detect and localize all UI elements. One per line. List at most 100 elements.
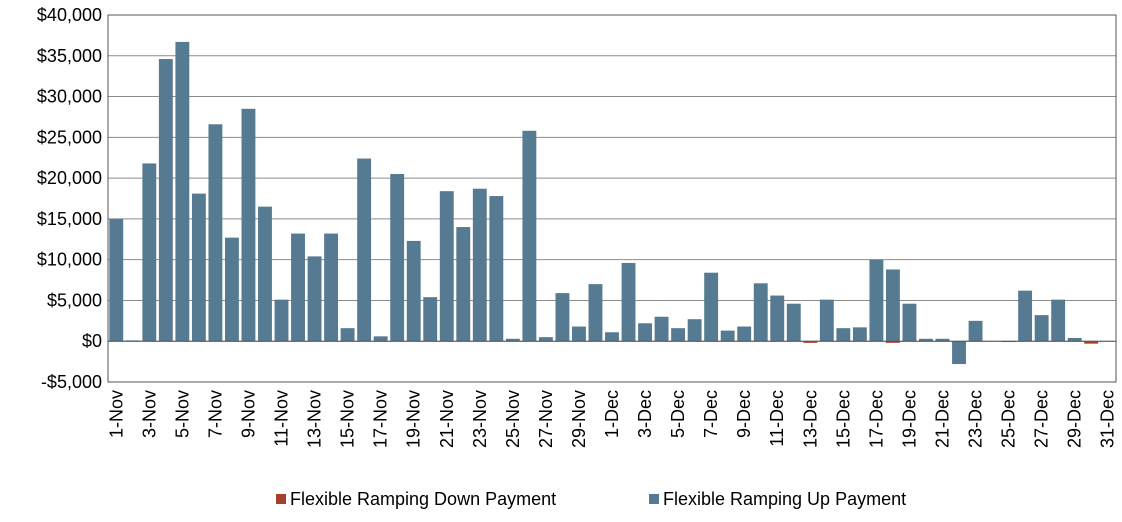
bar [786, 303, 801, 342]
bar [605, 332, 619, 342]
x-tick-label: 7-Nov [205, 390, 225, 438]
x-tick-label: 25-Nov [503, 390, 523, 448]
x-tick-label: 17-Dec [866, 390, 886, 448]
x-tick-label: 5-Nov [172, 390, 192, 438]
x-tick-label: 31-Dec [1098, 390, 1118, 448]
x-tick-label: 3-Nov [139, 390, 159, 438]
bar [489, 196, 504, 342]
x-tick-label: 13-Nov [305, 390, 325, 448]
bar [109, 218, 124, 342]
bar [472, 188, 487, 342]
x-tick-label: 1-Nov [106, 390, 126, 438]
bar [1084, 341, 1099, 344]
bar [737, 326, 752, 342]
bar [505, 338, 520, 342]
bar [935, 338, 950, 342]
bar [373, 336, 388, 342]
bar [224, 237, 239, 342]
x-tick-label: 19-Dec [899, 390, 919, 448]
x-tick-label: 15-Nov [338, 390, 358, 448]
x-tick-label: 19-Nov [404, 390, 424, 448]
bar [208, 124, 223, 342]
bar [704, 272, 719, 342]
bar [142, 163, 157, 342]
bar [340, 328, 355, 342]
y-tick-label: -$5,000 [41, 372, 102, 392]
bar [357, 158, 372, 342]
x-tick-label: 29-Dec [1065, 390, 1085, 448]
y-tick-label: $30,000 [37, 87, 102, 107]
legend-label: Flexible Ramping Down Payment [290, 489, 556, 509]
bar [555, 293, 570, 342]
bar [241, 108, 256, 342]
bar [902, 303, 917, 342]
bar [687, 319, 702, 342]
y-tick-label: $25,000 [37, 127, 102, 147]
bar [885, 341, 900, 343]
plot-border [107, 14, 1117, 383]
legend-swatch [649, 494, 659, 504]
x-tick-label: 15-Dec [833, 390, 853, 448]
bar [456, 227, 471, 342]
bar [819, 299, 834, 342]
bar [588, 284, 603, 342]
bar [654, 316, 669, 342]
bar [968, 320, 983, 342]
bar [753, 283, 768, 342]
x-tick-label: 23-Dec [966, 390, 986, 448]
bar [191, 193, 206, 342]
x-tick-label: 7-Dec [701, 390, 721, 438]
bar [803, 341, 818, 343]
bar [869, 259, 884, 342]
bar [885, 269, 900, 342]
bar [1051, 299, 1066, 342]
bar [538, 337, 553, 342]
x-tick-label: 21-Dec [932, 390, 952, 448]
y-tick-label: $40,000 [37, 5, 102, 25]
bar [423, 297, 438, 342]
y-tick-label: $10,000 [37, 250, 102, 270]
bar [852, 327, 867, 342]
x-tick-label: 23-Nov [470, 390, 490, 448]
y-tick-label: $0 [82, 331, 102, 351]
bar [1034, 315, 1049, 342]
x-tick-label: 17-Nov [371, 390, 391, 448]
bar [439, 191, 454, 342]
x-tick-label: 27-Dec [1032, 390, 1052, 448]
bar [720, 330, 735, 342]
x-tick-label: 11-Nov [272, 390, 292, 447]
bar [307, 256, 322, 342]
y-tick-label: $15,000 [37, 209, 102, 229]
bar [621, 262, 636, 342]
bar [572, 326, 586, 342]
bar [175, 41, 190, 342]
bar [522, 130, 537, 342]
bar [952, 341, 966, 365]
bar [1018, 290, 1033, 342]
x-tick-label: 9-Dec [734, 390, 754, 438]
y-tick-label: $5,000 [47, 290, 102, 310]
bar [406, 240, 421, 342]
bar [1067, 337, 1082, 342]
x-tick-label: 27-Nov [536, 390, 556, 448]
x-tick-label: 13-Dec [800, 390, 820, 448]
bar [158, 59, 173, 342]
bar [919, 338, 933, 342]
bar [274, 299, 289, 342]
bar [390, 174, 405, 342]
x-tick-label: 25-Dec [999, 390, 1019, 448]
y-tick-label: $35,000 [37, 46, 102, 66]
y-tick-label: $20,000 [37, 168, 102, 188]
x-tick-label: 3-Dec [635, 390, 655, 438]
bar [291, 233, 305, 342]
bar [258, 206, 272, 342]
legend-label: Flexible Ramping Up Payment [663, 489, 906, 509]
x-tick-label: 21-Nov [437, 390, 457, 448]
bar [836, 328, 851, 342]
bar [638, 323, 652, 342]
x-tick-label: 9-Nov [238, 390, 258, 438]
x-tick-label: 11-Dec [767, 390, 787, 447]
bar [671, 328, 686, 342]
legend-swatch [276, 494, 286, 504]
